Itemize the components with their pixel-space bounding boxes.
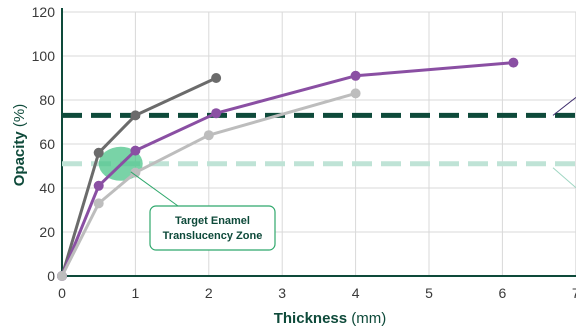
reference-lines: [62, 97, 576, 189]
series-layer: [57, 57, 519, 281]
data-point: [93, 198, 104, 209]
data-point: [508, 57, 519, 68]
data-point: [203, 130, 214, 141]
callout-box: [149, 205, 276, 251]
data-point: [57, 271, 67, 281]
y-tick-label: 100: [32, 48, 56, 64]
y-axis-title-bold: Opacity: [11, 131, 28, 187]
x-tick-label: 1: [132, 285, 140, 301]
reference-connector: [552, 167, 576, 189]
data-point: [130, 110, 141, 121]
x-tick-label: 2: [205, 285, 213, 301]
data-point: [350, 70, 361, 81]
data-point: [130, 167, 141, 178]
y-tick-label: 20: [39, 224, 55, 240]
y-tick-label: 40: [39, 180, 55, 196]
x-tick-label: 0: [58, 285, 66, 301]
y-axis-title-unit: (%): [11, 104, 28, 132]
axes: [61, 8, 576, 277]
x-tick-label: 6: [499, 285, 507, 301]
callout-leader: [130, 171, 179, 207]
series-line: [60, 61, 514, 277]
x-tick-label: 3: [278, 285, 286, 301]
data-point: [211, 73, 222, 83]
x-tick-label: 7: [572, 285, 576, 301]
x-axis-title-unit: (mm): [347, 310, 386, 327]
y-axis-title: Opacity (%): [11, 104, 28, 187]
data-point: [211, 108, 222, 119]
y-tick-label: 120: [32, 4, 56, 20]
callout-text: Translucency Zone: [163, 230, 263, 242]
x-axis-title-bold: Thickness: [274, 310, 347, 327]
y-tick-label: 80: [39, 92, 55, 108]
data-point: [130, 145, 141, 156]
data-point: [93, 147, 104, 158]
reference-connector: [552, 97, 576, 116]
series-2: [57, 88, 361, 281]
data-point: [350, 88, 361, 99]
grid: [62, 11, 576, 276]
callout-text: Target Enamel: [175, 215, 250, 227]
x-tick-label: 4: [352, 285, 360, 301]
series-line: [60, 76, 217, 277]
y-tick-label: 0: [47, 268, 55, 284]
y-tick-label: 60: [39, 136, 55, 152]
callout: Target Enamel Translucency Zone: [130, 171, 276, 251]
x-axis-title: Thickness (mm): [274, 310, 387, 327]
tick-labels: 0 1 2 3 4 5 6 7 0 20 40 60 80 100 120: [32, 4, 576, 301]
data-point: [93, 180, 104, 191]
x-tick-label: 5: [425, 285, 433, 301]
